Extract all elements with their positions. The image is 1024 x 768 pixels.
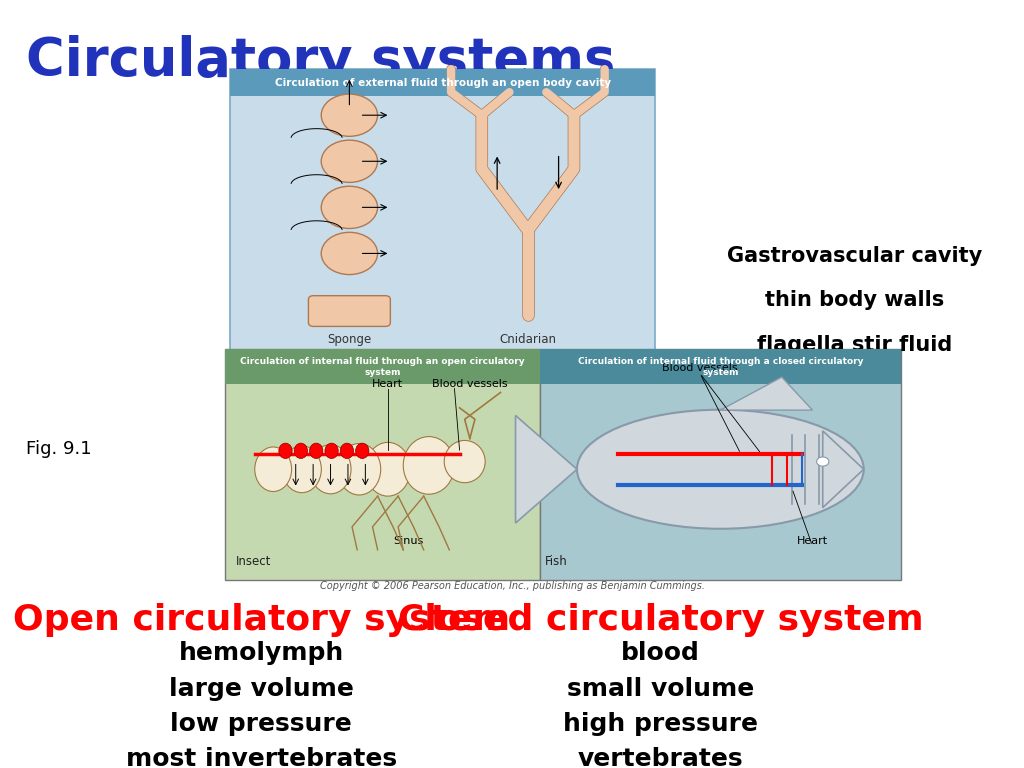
Polygon shape [515, 415, 577, 523]
Ellipse shape [403, 436, 455, 495]
Text: Fig. 9.1: Fig. 9.1 [26, 440, 91, 458]
Ellipse shape [340, 443, 353, 458]
Ellipse shape [325, 443, 338, 458]
Polygon shape [822, 431, 863, 508]
Text: small volume: small volume [567, 677, 754, 700]
Text: Sinus: Sinus [393, 536, 424, 546]
Text: thin body walls: thin body walls [765, 290, 945, 310]
Text: Open circulatory system: Open circulatory system [12, 603, 510, 637]
FancyBboxPatch shape [308, 296, 390, 326]
Ellipse shape [255, 447, 292, 492]
Text: Gastrovascular cavity: Gastrovascular cavity [727, 246, 983, 266]
Text: high pressure: high pressure [563, 712, 758, 736]
FancyBboxPatch shape [230, 69, 655, 96]
Text: Sponge: Sponge [328, 333, 372, 346]
Text: Heart: Heart [373, 379, 403, 389]
Text: Copyright © 2006 Pearson Education, Inc., publishing as Benjamin Cummings.: Copyright © 2006 Pearson Education, Inc.… [319, 581, 705, 591]
Text: Fish: Fish [545, 555, 567, 568]
Ellipse shape [338, 444, 381, 495]
FancyBboxPatch shape [540, 349, 901, 384]
Ellipse shape [279, 443, 292, 458]
Text: Blood vessels: Blood vessels [432, 379, 508, 389]
Text: Circulation of internal fluid through a closed circulatory
system: Circulation of internal fluid through a … [578, 356, 863, 377]
FancyBboxPatch shape [225, 349, 540, 580]
Text: vertebrates: vertebrates [578, 747, 743, 768]
Ellipse shape [309, 443, 323, 458]
Text: Insect: Insect [236, 555, 271, 568]
Text: large volume: large volume [169, 677, 353, 700]
Text: Circulation of internal fluid through an open circulatory
system: Circulation of internal fluid through an… [240, 356, 524, 377]
Ellipse shape [577, 410, 863, 528]
Text: Cnidarian: Cnidarian [500, 333, 556, 346]
FancyBboxPatch shape [230, 69, 655, 353]
Text: low pressure: low pressure [170, 712, 352, 736]
Text: Closed circulatory system: Closed circulatory system [397, 603, 924, 637]
Polygon shape [720, 377, 812, 410]
Text: Blood vessels: Blood vessels [663, 363, 737, 373]
Ellipse shape [322, 140, 378, 183]
Text: Heart: Heart [797, 536, 828, 546]
Ellipse shape [310, 445, 351, 494]
Text: flagella stir fluid: flagella stir fluid [758, 335, 952, 355]
Text: most invertebrates: most invertebrates [126, 747, 396, 768]
Ellipse shape [444, 441, 485, 483]
Text: Circulation of external fluid through an open body cavity: Circulation of external fluid through an… [274, 78, 611, 88]
Text: Circulatory systems: Circulatory systems [26, 35, 615, 87]
Ellipse shape [366, 442, 411, 496]
Ellipse shape [283, 445, 322, 493]
Ellipse shape [816, 457, 828, 466]
Ellipse shape [322, 232, 378, 274]
Text: blood: blood [621, 641, 700, 665]
Text: hemolymph: hemolymph [178, 641, 344, 665]
Ellipse shape [355, 443, 369, 458]
FancyBboxPatch shape [225, 349, 540, 384]
Ellipse shape [322, 94, 378, 137]
Ellipse shape [294, 443, 307, 458]
Ellipse shape [322, 186, 378, 229]
FancyBboxPatch shape [540, 349, 901, 580]
